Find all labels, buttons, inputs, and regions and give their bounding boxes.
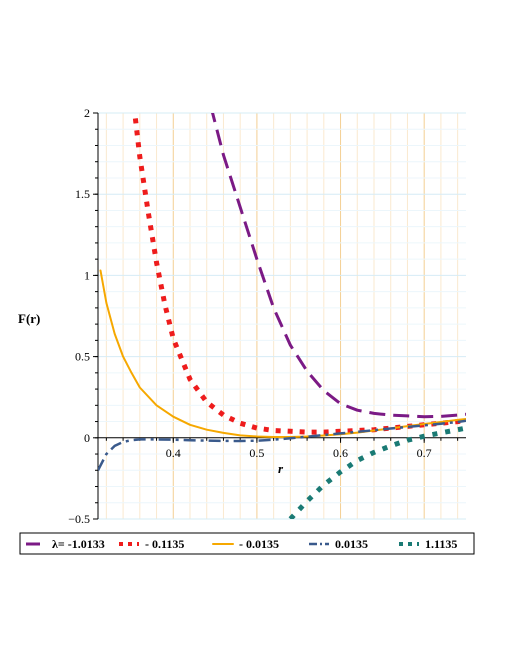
legend: λ= -1.0133 - 0.1135 - 0.0135 0.0135 1.1135	[19, 532, 475, 555]
y-tick-label: 1.5	[75, 187, 90, 201]
x-tick-label: 0.6	[333, 446, 348, 460]
x-tick-label: 0.5	[249, 446, 264, 460]
series-line-4	[98, 419, 466, 471]
y-tick-label: 2	[84, 106, 90, 120]
tick-labels: −0.5 0 0.5 1 1.5 2 0.4 0.5 0.6 0.7	[68, 106, 431, 526]
series-line-2	[132, 113, 466, 435]
legend-label-3: - 0.0135	[239, 537, 279, 551]
y-tick-label: 0.5	[75, 350, 90, 364]
axes	[93, 112, 466, 520]
series-line-5	[288, 425, 466, 519]
y-tick-label: 1	[84, 268, 90, 282]
legend-label-1: λ= -1.0133	[52, 537, 105, 551]
y-tick-label: 0	[84, 431, 90, 445]
series-line-1	[211, 113, 466, 419]
x-tick-label: 0.7	[417, 446, 432, 460]
series-layer	[98, 113, 466, 519]
legend-label-5: 1.1135	[425, 537, 457, 551]
y-tick-label: −0.5	[68, 512, 90, 526]
legend-label-4: 0.0135	[335, 537, 368, 551]
legend-box	[19, 532, 475, 555]
y-axis-title: F(r)	[18, 311, 40, 326]
x-tick-label: 0.4	[166, 446, 181, 460]
series-line-3	[99, 269, 466, 438]
legend-label-2: - 0.1135	[145, 537, 184, 551]
x-axis-title: r	[278, 461, 284, 476]
grid	[98, 112, 466, 520]
